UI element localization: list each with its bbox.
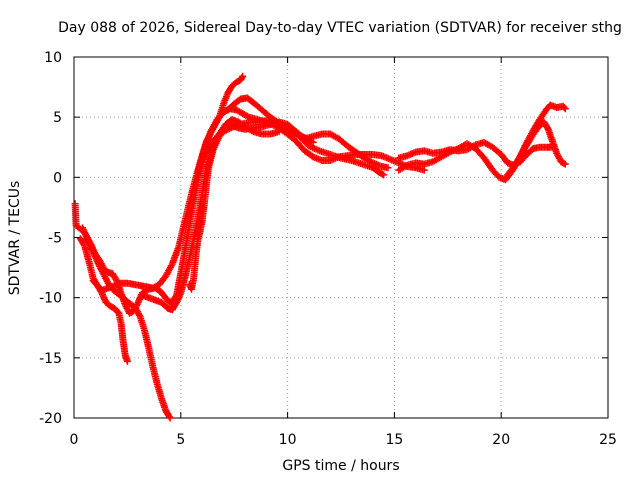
- chart-title: Day 088 of 2026, Sidereal Day-to-day VTE…: [58, 20, 622, 36]
- y-tick-label: -20: [39, 411, 62, 427]
- data-point: [166, 414, 174, 422]
- data-point: [420, 166, 428, 174]
- data-points: [71, 72, 569, 422]
- y-tick-label: 5: [53, 110, 62, 126]
- y-tick-label: -5: [48, 231, 62, 247]
- y-tick-label: 0: [53, 170, 62, 186]
- data-point: [378, 170, 386, 178]
- data-point: [114, 308, 122, 316]
- series-arc-8: [224, 94, 317, 146]
- x-tick-label: 20: [492, 432, 510, 448]
- x-tick-label: 15: [385, 432, 403, 448]
- x-tick-label: 0: [70, 432, 79, 448]
- x-tick-label: 5: [176, 432, 185, 448]
- y-tick-label: -15: [39, 351, 62, 367]
- y-tick-label: 10: [44, 50, 62, 66]
- data-point: [165, 413, 173, 421]
- data-point: [560, 159, 568, 167]
- data-point: [384, 164, 392, 172]
- series-arc-3: [79, 224, 174, 422]
- grid: [74, 57, 608, 418]
- y-axis-label: SDTVAR / TECUs: [7, 181, 23, 296]
- data-point: [543, 124, 551, 132]
- y-tick-label: -10: [39, 291, 62, 307]
- data-point: [80, 241, 88, 248]
- data-point: [275, 128, 283, 136]
- series-arc-2: [76, 235, 131, 365]
- x-tick-label: 10: [279, 432, 297, 448]
- x-axis-label: GPS time / hours: [282, 458, 399, 474]
- data-point: [561, 160, 569, 168]
- axis-ticks: 0 5 10 15 20 25 -20 -15 -10 -5 0 5 10: [39, 50, 617, 448]
- data-point: [309, 138, 317, 146]
- data-point: [380, 171, 388, 179]
- data-point: [123, 357, 131, 365]
- series-arc-11: [504, 101, 569, 179]
- data-point: [560, 104, 568, 111]
- series-arc-6: [185, 118, 392, 293]
- series-arc-7: [194, 72, 247, 176]
- data-point: [239, 72, 247, 80]
- x-tick-label: 25: [599, 432, 617, 448]
- data-point: [561, 105, 569, 113]
